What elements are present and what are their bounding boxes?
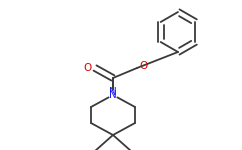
- Text: N: N: [109, 90, 117, 100]
- Text: N: N: [109, 87, 117, 97]
- Text: O: O: [139, 61, 147, 71]
- Text: O: O: [84, 63, 92, 73]
